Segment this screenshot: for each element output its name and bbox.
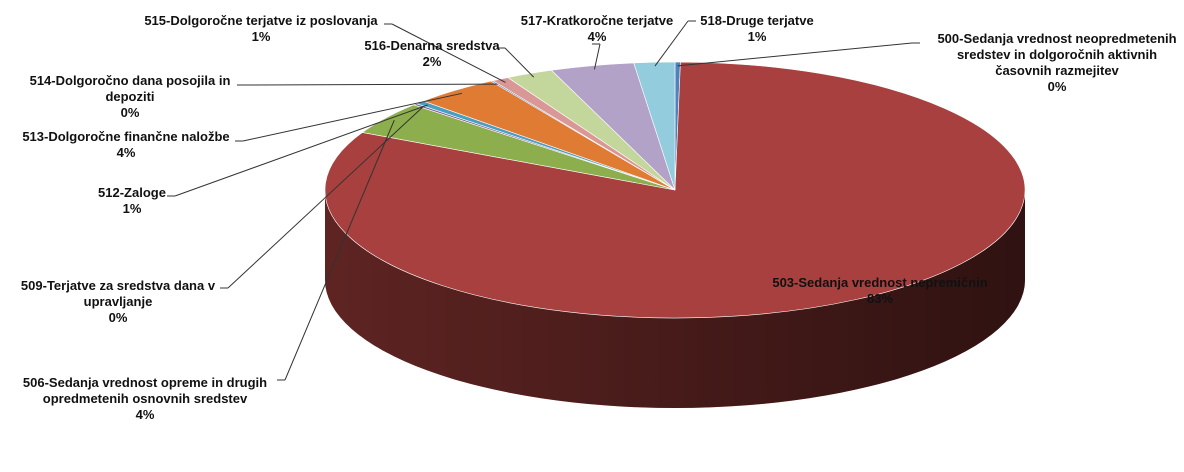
slice-label-line-7: 515-Dolgoročne terjatve iz poslovanja (144, 13, 378, 28)
slice-percent-9: 4% (588, 29, 607, 44)
slice-label-8: 516-Denarna sredstva 2% (364, 38, 500, 69)
slice-percent-3: 0% (109, 310, 128, 325)
slice-percent-10: 1% (748, 29, 767, 44)
slice-percent-7: 1% (252, 29, 271, 44)
slice-label-5: 513-Dolgoročne finančne naložbe 4% (22, 129, 229, 160)
slice-label-line-1: 503-Sedanja vrednost nepremičnin (772, 275, 987, 290)
slice-label-line-6: depoziti (105, 89, 154, 104)
slice-label-1: 503-Sedanja vrednost nepremičnin 83% (772, 275, 987, 306)
slice-percent-5: 4% (117, 145, 136, 160)
slice-label-9: 517-Kratkoročne terjatve 4% (521, 13, 673, 44)
leader-line-3 (227, 106, 424, 289)
slice-label-6: 514-Dolgoročno dana posojila in depoziti 0… (30, 73, 231, 120)
leader-line-9 (593, 43, 601, 70)
slice-label-line-3: upravljanje (84, 294, 153, 309)
leader-line-6 (244, 83, 498, 86)
slice-percent-0: 0% (1048, 79, 1067, 94)
slice-percent-1: 83% (867, 291, 893, 306)
slice-percent-4: 1% (123, 201, 142, 216)
pie-top-group (324, 61, 1026, 319)
slice-label-10: 518-Druge terjatve 1% (700, 13, 813, 44)
leader-line-8 (504, 47, 535, 78)
slice-label-line-0: 500-Sedanja vrednost neopredmetenih (937, 31, 1176, 46)
slice-label-line-4: 512-Zaloge (98, 185, 166, 200)
slice-label-line-10: 518-Druge terjatve (700, 13, 813, 28)
slice-label-line-6: 514-Dolgoročno dana posojila in (30, 73, 231, 88)
leader-line-0 (677, 42, 913, 67)
slice-label-2: 506-Sedanja vrednost opreme in drugih opr… (23, 375, 267, 422)
label-group: 500-Sedanja vrednost neopredmetenih sreds… (21, 13, 1177, 422)
slice-label-line-0: časovnih razmejitev (995, 63, 1119, 78)
slice-label-7: 515-Dolgoročne terjatve iz poslovanja 1% (144, 13, 378, 44)
pie-side-group (325, 190, 1025, 408)
slice-label-4: 512-Zaloge 1% (98, 185, 166, 216)
pie-slice-side-shade-1 (325, 190, 1025, 408)
slice-label-3: 509-Terjatve za sredstva dana v upravljan… (21, 278, 216, 325)
slice-percent-2: 4% (136, 407, 155, 422)
slice-label-line-9: 517-Kratkoročne terjatve (521, 13, 673, 28)
leader-line-5 (242, 92, 463, 142)
leader-line-10 (654, 20, 689, 67)
leader-line-2 (284, 119, 395, 381)
leader-line-4 (174, 104, 428, 197)
slice-label-line-3: 509-Terjatve za sredstva dana v (21, 278, 216, 293)
slice-label-0: 500-Sedanja vrednost neopredmetenih sreds… (937, 31, 1176, 94)
slice-label-line-8: 516-Denarna sredstva (364, 38, 500, 53)
slice-percent-8: 2% (423, 54, 442, 69)
pie-slice-10 (633, 61, 676, 191)
slice-label-line-0: sredstev in dolgoročnih aktivnih (957, 47, 1157, 62)
slice-label-line-5: 513-Dolgoročne finančne naložbe (22, 129, 229, 144)
slice-label-line-2: opredmetenih osnovnih sredstev (43, 391, 248, 406)
slice-percent-6: 0% (121, 105, 140, 120)
slice-label-line-2: 506-Sedanja vrednost opreme in drugih (23, 375, 267, 390)
leader-line-7 (391, 23, 506, 83)
leader-line-group (167, 20, 920, 381)
